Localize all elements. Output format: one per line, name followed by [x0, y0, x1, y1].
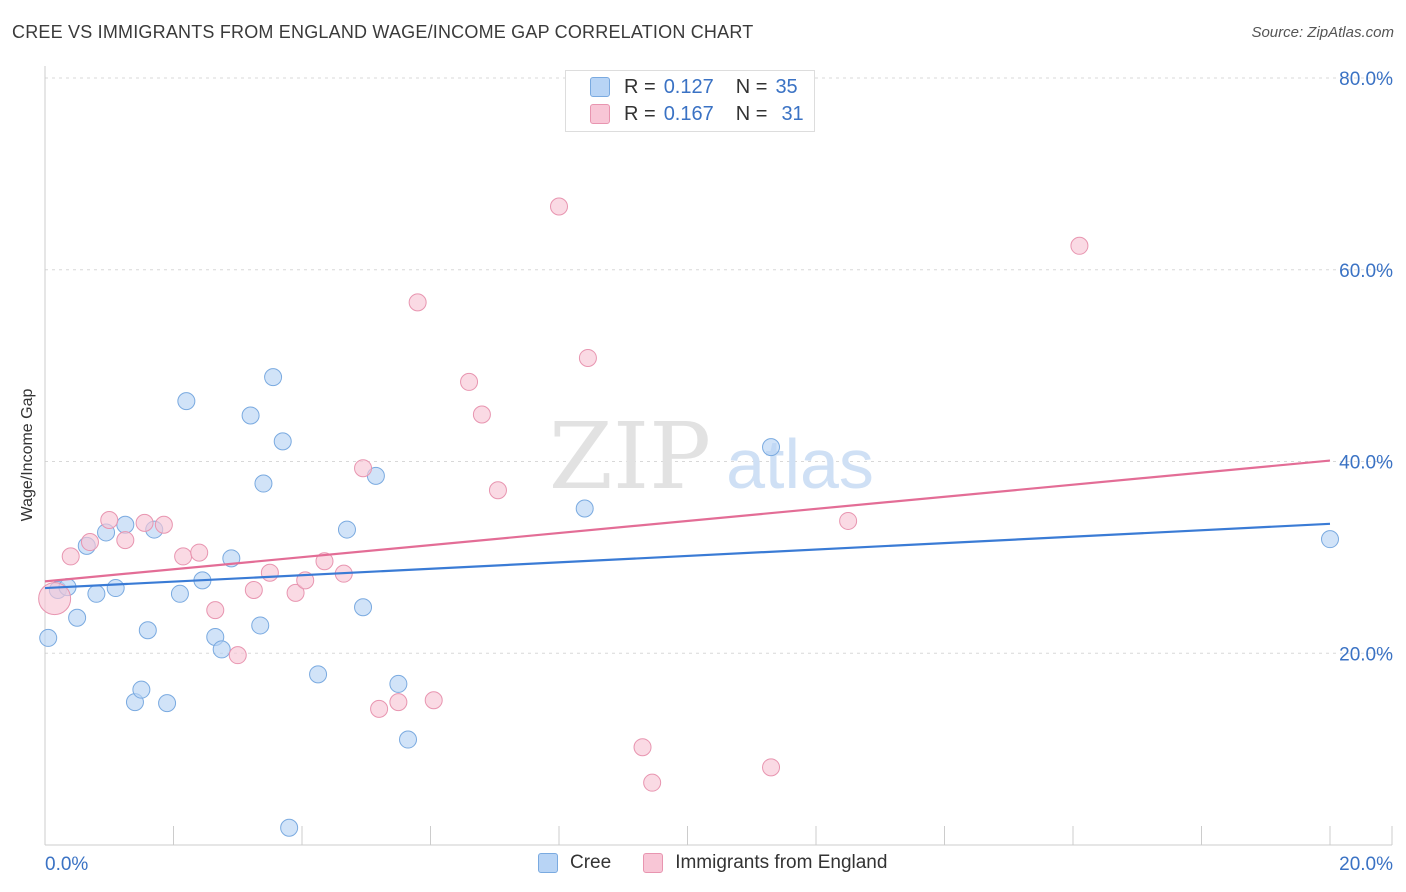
n-value: 31 — [781, 102, 804, 125]
england-point[interactable] — [244, 580, 263, 599]
england-point[interactable] — [762, 758, 781, 777]
legend-item-cree[interactable]: Cree — [538, 852, 611, 874]
cree-point[interactable] — [354, 598, 373, 617]
cree-point[interactable] — [399, 730, 418, 749]
england-point[interactable] — [488, 481, 507, 500]
england-point[interactable] — [550, 197, 568, 216]
england-swatch — [643, 853, 664, 873]
x-tick-label: 0.0% — [45, 854, 88, 875]
y-tick-label: 80.0% — [1339, 69, 1393, 90]
legend-label-cree: Cree — [570, 852, 612, 873]
source-label: Source: ZipAtlas.com — [1251, 24, 1394, 41]
england-point[interactable] — [408, 293, 427, 312]
england-trend-line — [44, 459, 1331, 583]
england-point[interactable] — [643, 773, 662, 792]
gridlines — [45, 77, 1392, 654]
england-point[interactable] — [100, 510, 119, 529]
cree-trend-line — [44, 522, 1331, 590]
england-point[interactable] — [228, 646, 247, 665]
cree-swatch — [538, 853, 558, 873]
cree-point[interactable] — [158, 694, 177, 713]
y-tick-label: 40.0% — [1339, 453, 1393, 474]
r-label: R = — [624, 75, 656, 98]
x-tick-label: 20.0% — [1339, 854, 1393, 875]
y-tick-label: 20.0% — [1339, 644, 1393, 665]
data-points — [38, 197, 1339, 837]
england-point[interactable] — [839, 511, 858, 530]
england-point[interactable] — [80, 533, 99, 552]
england-point[interactable] — [206, 601, 225, 620]
n-value: 35 — [775, 75, 798, 98]
r-value: 0.127 — [663, 75, 714, 98]
england-point[interactable] — [633, 738, 652, 757]
england-point[interactable] — [260, 563, 279, 582]
watermark-atlas: atlas — [726, 425, 874, 503]
england-point[interactable] — [472, 405, 491, 424]
n-label: N = — [735, 75, 768, 98]
cree-point[interactable] — [138, 621, 157, 640]
trend-lines — [44, 459, 1331, 590]
stats-legend: R = 0.127 N = 35 R = 0.167 N = 31 — [565, 70, 815, 132]
cree-point[interactable] — [273, 432, 292, 451]
england-point[interactable] — [38, 582, 72, 616]
england-point[interactable] — [389, 693, 408, 712]
chart-title: CREE VS IMMIGRANTS FROM ENGLAND WAGE/INC… — [12, 22, 754, 42]
cree-point[interactable] — [762, 438, 781, 457]
series-legend: Cree Immigrants from England — [538, 852, 919, 874]
cree-point[interactable] — [39, 628, 58, 647]
cree-point[interactable] — [177, 392, 196, 411]
cree-point[interactable] — [87, 584, 106, 603]
england-point[interactable] — [135, 513, 154, 532]
cree-point[interactable] — [254, 474, 273, 493]
england-point[interactable] — [61, 547, 80, 566]
england-point[interactable] — [424, 691, 443, 710]
cree-point[interactable] — [68, 608, 87, 627]
n-label: N = — [735, 102, 768, 125]
cree-point[interactable] — [116, 515, 135, 534]
cree-point[interactable] — [280, 818, 299, 837]
tick-labels: 20.0% 40.0% 60.0% 80.0% 0.0% 20.0% — [45, 69, 1393, 875]
england-point[interactable] — [116, 531, 135, 550]
cree-point[interactable] — [264, 368, 283, 387]
england-point[interactable] — [286, 583, 305, 602]
england-point[interactable] — [174, 547, 193, 566]
cree-point[interactable] — [132, 680, 151, 699]
cree-point[interactable] — [241, 406, 260, 425]
england-point[interactable] — [370, 699, 389, 718]
watermark-zip: ZIP — [549, 403, 711, 510]
england-point[interactable] — [154, 515, 173, 534]
england-point[interactable] — [190, 543, 209, 562]
y-tick-label: 60.0% — [1339, 261, 1393, 282]
watermark: ZIP atlas — [549, 403, 874, 510]
cree-swatch — [590, 77, 610, 97]
cree-point[interactable] — [212, 640, 231, 659]
legend-item-england[interactable]: Immigrants from England — [643, 852, 887, 874]
england-swatch — [590, 104, 610, 124]
stats-legend-row-cree: R = 0.127 N = 35 — [590, 75, 798, 99]
r-label: R = — [624, 102, 656, 125]
legend-label-england: Immigrants from England — [675, 852, 888, 873]
cree-point[interactable] — [309, 665, 328, 684]
cree-point[interactable] — [251, 616, 270, 635]
cree-point[interactable] — [575, 499, 594, 518]
stats-legend-row-england: R = 0.167 N = 31 — [590, 102, 804, 126]
england-point[interactable] — [1070, 236, 1089, 255]
england-point[interactable] — [578, 348, 597, 367]
cree-point[interactable] — [106, 579, 125, 598]
cree-point[interactable] — [170, 584, 189, 603]
axes — [44, 66, 1393, 846]
cree-point[interactable] — [389, 674, 408, 693]
cree-point[interactable] — [1321, 530, 1339, 549]
england-point[interactable] — [460, 372, 479, 391]
england-point[interactable] — [354, 459, 373, 478]
england-point[interactable] — [315, 552, 334, 571]
cree-point[interactable] — [337, 520, 356, 539]
r-value: 0.167 — [663, 102, 714, 125]
